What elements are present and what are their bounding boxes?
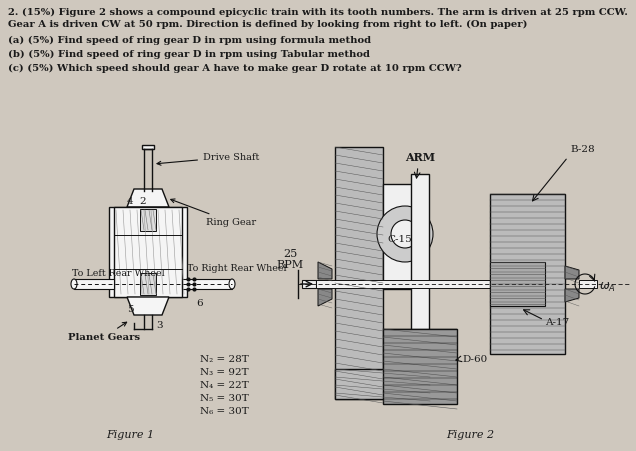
Polygon shape bbox=[127, 189, 169, 207]
Text: To Right Rear Wheel: To Right Rear Wheel bbox=[187, 263, 287, 272]
Circle shape bbox=[391, 221, 419, 249]
Text: (b) (5%) Find speed of ring gear D in rpm using Tabular method: (b) (5%) Find speed of ring gear D in rp… bbox=[8, 50, 370, 59]
Bar bbox=[383, 184, 427, 290]
Polygon shape bbox=[318, 290, 332, 306]
Bar bbox=[411, 175, 429, 339]
Bar bbox=[182, 279, 232, 290]
Text: 2. (15%) Figure 2 shows a compound epicyclic train with its tooth numbers. The a: 2. (15%) Figure 2 shows a compound epicy… bbox=[8, 8, 628, 17]
Bar bbox=[302, 281, 316, 288]
Bar bbox=[114, 207, 182, 297]
Text: 25: 25 bbox=[283, 249, 297, 258]
Bar bbox=[140, 273, 156, 295]
Text: C-15: C-15 bbox=[387, 235, 412, 244]
Text: N₃ = 92T: N₃ = 92T bbox=[200, 367, 249, 376]
Text: 2: 2 bbox=[140, 197, 146, 206]
Bar bbox=[335, 147, 383, 399]
Text: N₄ = 22T: N₄ = 22T bbox=[200, 380, 249, 389]
Text: Drive Shaft: Drive Shaft bbox=[157, 153, 259, 166]
Bar bbox=[142, 146, 154, 150]
Text: N₅ = 30T: N₅ = 30T bbox=[200, 393, 249, 402]
Text: 5: 5 bbox=[127, 304, 134, 313]
Polygon shape bbox=[565, 290, 579, 302]
Bar bbox=[579, 281, 597, 288]
Text: Ring Gear: Ring Gear bbox=[170, 199, 256, 227]
Bar bbox=[109, 207, 187, 297]
Text: N₆ = 30T: N₆ = 30T bbox=[200, 406, 249, 415]
Text: 3: 3 bbox=[156, 321, 163, 330]
Text: A-17: A-17 bbox=[545, 318, 569, 327]
Polygon shape bbox=[127, 297, 169, 315]
Text: 4: 4 bbox=[127, 197, 134, 206]
Bar bbox=[335, 369, 430, 399]
Text: Planet Gears: Planet Gears bbox=[68, 322, 140, 342]
Text: B-28: B-28 bbox=[570, 145, 595, 154]
Text: RPM: RPM bbox=[277, 259, 303, 269]
Ellipse shape bbox=[229, 279, 235, 290]
Bar bbox=[490, 262, 545, 306]
Text: (a) (5%) Find speed of ring gear D in rpm using formula method: (a) (5%) Find speed of ring gear D in rp… bbox=[8, 36, 371, 45]
Text: D-60: D-60 bbox=[462, 355, 487, 364]
Text: ARM: ARM bbox=[405, 152, 435, 163]
Bar bbox=[490, 194, 565, 354]
Text: To Left Rear Wheel: To Left Rear Wheel bbox=[72, 268, 165, 277]
Polygon shape bbox=[565, 267, 579, 279]
Text: 6: 6 bbox=[197, 299, 204, 307]
Circle shape bbox=[377, 207, 433, 262]
Text: $\omega_A$: $\omega_A$ bbox=[599, 280, 616, 293]
Bar bbox=[74, 279, 114, 290]
Polygon shape bbox=[318, 262, 332, 279]
Bar bbox=[316, 281, 565, 288]
Text: Gear A is driven CW at 50 rpm. Direction is defined by looking from right to lef: Gear A is driven CW at 50 rpm. Direction… bbox=[8, 20, 527, 29]
Text: N₂ = 28T: N₂ = 28T bbox=[200, 354, 249, 363]
Ellipse shape bbox=[71, 279, 77, 290]
Text: (c) (5%) Which speed should gear A have to make gear D rotate at 10 rpm CCW?: (c) (5%) Which speed should gear A have … bbox=[8, 64, 462, 73]
Text: Figure 2: Figure 2 bbox=[446, 429, 494, 439]
Text: Figure 1: Figure 1 bbox=[106, 429, 154, 439]
Bar bbox=[140, 210, 156, 231]
Bar bbox=[383, 329, 457, 404]
